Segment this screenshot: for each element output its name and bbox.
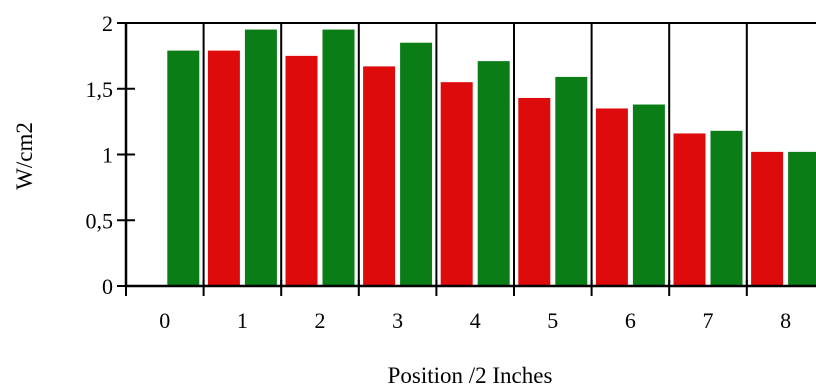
bar: [477, 61, 510, 287]
bar: [751, 151, 784, 286]
bar: [244, 29, 277, 286]
x-tick-label: 3: [392, 308, 403, 333]
bar: [285, 55, 318, 286]
y-tick-label: 1,5: [86, 77, 114, 102]
x-tick-label: 4: [470, 308, 481, 333]
bar: [400, 42, 433, 286]
bars: [167, 29, 816, 287]
y-tick-label: 1: [102, 143, 113, 168]
bar: [207, 50, 240, 286]
x-tick-label: 1: [237, 308, 248, 333]
bar: [788, 151, 816, 286]
y-tick-label: 0: [102, 274, 113, 299]
y-axis-title: W/cm2: [12, 122, 37, 190]
bar: [555, 76, 588, 286]
x-tick-label: 5: [547, 308, 558, 333]
axes: [117, 22, 816, 296]
bar: [518, 97, 551, 286]
x-tick-label: 8: [780, 308, 791, 333]
bar: [440, 82, 473, 286]
bar: [673, 133, 706, 286]
x-axis-title: Position /2 Inches: [388, 363, 553, 388]
x-tick-label: 0: [159, 308, 170, 333]
bar: [632, 104, 665, 286]
gridlines: [202, 23, 748, 286]
x-tick-label: 2: [315, 308, 326, 333]
bar: [710, 130, 743, 286]
y-tick-label: 2: [102, 11, 113, 36]
y-tick-labels: 0 0,5 1 1,5 2: [86, 11, 114, 299]
bar: [363, 66, 396, 287]
x-tick-label: 6: [625, 308, 636, 333]
bar: [167, 50, 200, 286]
bar: [595, 108, 628, 286]
x-tick-labels: 0 1 2 3 4 5 6 7 8: [159, 308, 791, 333]
bar: [322, 29, 355, 286]
y-tick-label: 0,5: [86, 208, 114, 233]
x-tick-label: 7: [703, 308, 714, 333]
